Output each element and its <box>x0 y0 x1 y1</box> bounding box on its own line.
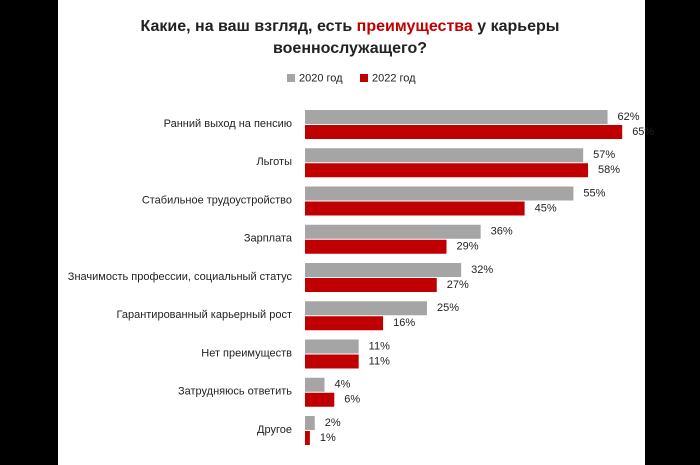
bar <box>305 339 359 354</box>
value-label: 58% <box>598 164 620 176</box>
value-label: 55% <box>583 187 605 199</box>
value-label: 62% <box>618 111 640 123</box>
bar <box>305 148 584 163</box>
chart-title: военнослужащего? <box>273 40 427 57</box>
bar <box>305 354 359 369</box>
chart-title: Какие, на ваш взгляд, есть преимущества … <box>141 18 560 35</box>
legend-label: 2022 год <box>372 72 416 84</box>
category-label: Гарантированный карьерный рост <box>117 309 293 321</box>
value-label: 25% <box>437 302 459 314</box>
value-label: 36% <box>491 226 513 238</box>
bar <box>305 377 325 392</box>
title-part: Какие, на ваш взгляд, есть <box>141 18 353 35</box>
bar <box>305 316 384 331</box>
category-label: Другое <box>257 424 292 436</box>
category-label: Ранний выход на пенсию <box>164 118 292 130</box>
category-label: Нет преимуществ <box>201 347 292 359</box>
legend-label: 2020 год <box>299 72 343 84</box>
category-label: Стабильное трудоустройство <box>142 194 292 206</box>
title-highlight: преимущества <box>357 18 473 35</box>
bar <box>305 201 525 216</box>
legend-swatch <box>360 74 368 82</box>
bar <box>305 239 447 254</box>
value-label: 1% <box>320 432 336 444</box>
category-label: Затрудняюсь ответить <box>178 386 292 398</box>
bar <box>305 110 608 124</box>
value-label: 16% <box>393 317 415 329</box>
value-label: 32% <box>471 264 493 276</box>
bar <box>305 224 481 239</box>
category-label: Зарплата <box>244 233 293 245</box>
bar <box>305 416 315 430</box>
bar <box>305 301 427 316</box>
value-label: 6% <box>344 394 360 406</box>
value-label: 2% <box>325 417 341 429</box>
bar <box>305 392 335 407</box>
value-label: 45% <box>535 202 557 214</box>
bar <box>305 186 574 201</box>
value-label: 57% <box>593 149 615 161</box>
bar <box>305 263 462 277</box>
legend-swatch <box>287 74 295 82</box>
category-label: Льготы <box>256 156 292 168</box>
bar <box>305 431 310 445</box>
value-label: 4% <box>335 379 351 391</box>
value-label: 29% <box>457 241 479 253</box>
bar <box>305 278 437 292</box>
value-label: 11% <box>369 340 390 352</box>
bar <box>305 125 623 139</box>
value-label: 27% <box>447 279 469 291</box>
value-label: 65% <box>632 126 654 138</box>
title-part: у карьеры <box>477 18 559 35</box>
bar <box>305 163 589 178</box>
value-label: 11% <box>369 355 390 367</box>
category-label: Значимость профессии, социальный статус <box>68 271 293 283</box>
